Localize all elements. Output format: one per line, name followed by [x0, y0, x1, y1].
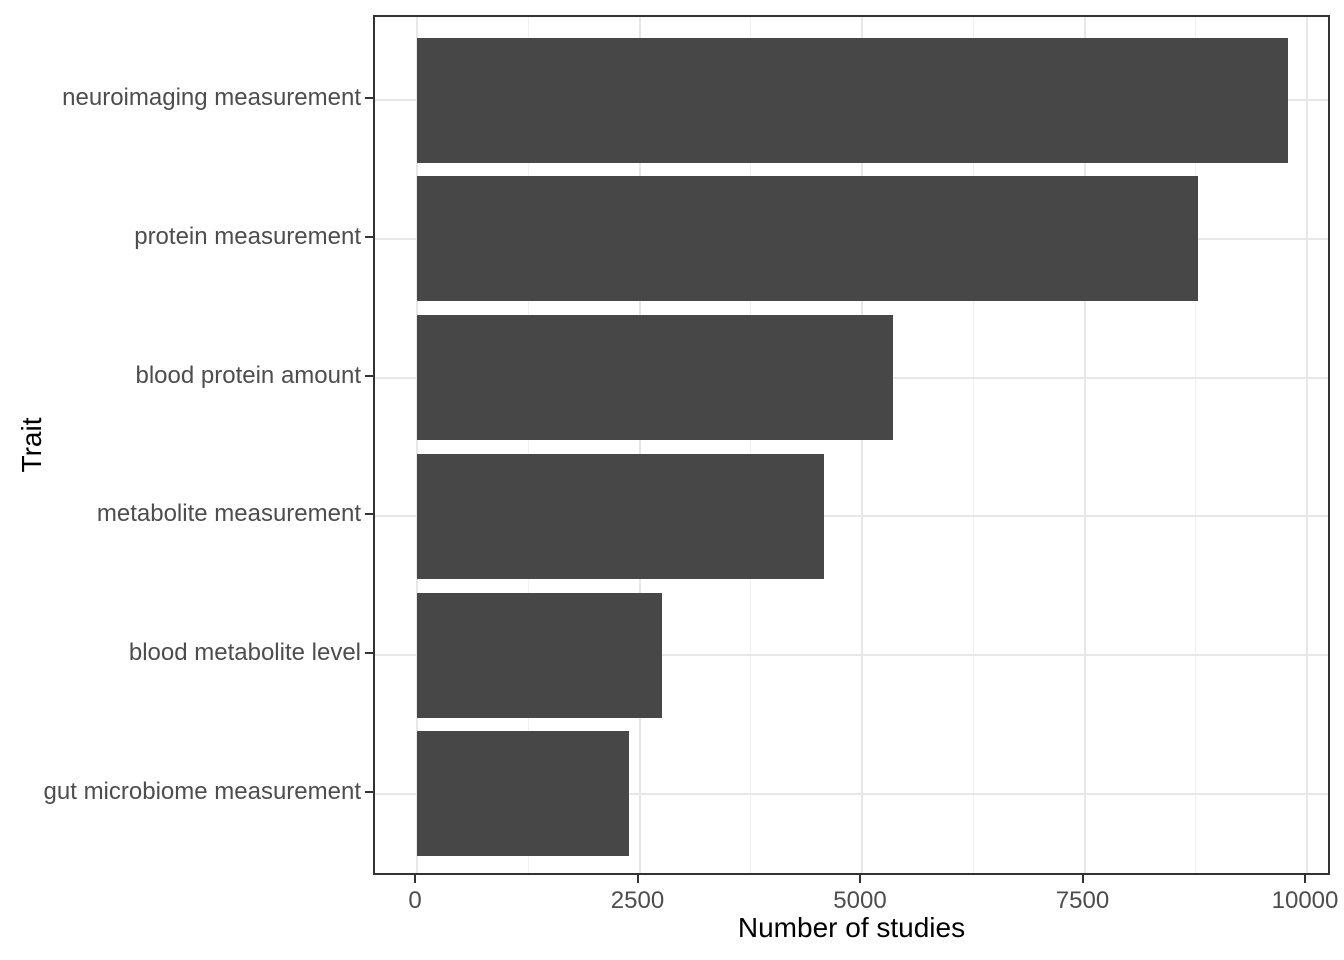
- y-axis-tick: [365, 513, 373, 516]
- y-tick-label: blood metabolite level: [128, 639, 361, 666]
- y-axis-tick: [365, 790, 373, 793]
- x-axis-title: Number of studies: [737, 912, 966, 943]
- y-tick-label: protein measurement: [134, 222, 361, 250]
- grid-line-major: [416, 17, 418, 873]
- y-tick-label: blood protein amount: [135, 361, 362, 389]
- grid-line-major: [375, 792, 1328, 795]
- x-tick-label: 0: [408, 887, 422, 914]
- grid-line-major: [1083, 17, 1086, 873]
- y-axis-tick: [365, 374, 373, 377]
- x-axis-tick: [414, 875, 416, 883]
- x-tick-label: 2500: [610, 887, 665, 914]
- grid-line-major: [375, 515, 1328, 518]
- x-axis-tick: [859, 875, 861, 883]
- bar: [417, 731, 629, 857]
- grid-line-major: [861, 17, 863, 873]
- x-tick-label: 10000: [1271, 887, 1339, 914]
- grid-line-minor: [1195, 17, 1197, 873]
- bar: [417, 176, 1198, 302]
- grid-line-minor: [527, 17, 529, 873]
- bar: [417, 315, 894, 441]
- grid-line-minor: [750, 17, 752, 873]
- x-tick-label: 7500: [1055, 887, 1110, 914]
- y-tick-label: gut microbiome measurement: [43, 777, 361, 805]
- y-axis-title: Trait: [16, 417, 47, 473]
- plot-panel: [373, 15, 1330, 875]
- bar: [417, 37, 1289, 163]
- y-tick-label: neuroimaging measurement: [62, 84, 361, 112]
- grid-line-major: [638, 17, 641, 873]
- x-axis-tick: [1081, 875, 1084, 883]
- x-axis-tick: [1304, 875, 1306, 883]
- x-axis-tick: [636, 875, 639, 883]
- grid-line-minor: [972, 17, 974, 873]
- x-tick-label: 5000: [833, 887, 887, 914]
- y-axis-tick: [365, 97, 373, 100]
- grid-line-major: [1306, 17, 1308, 873]
- y-tick-label: metabolite measurement: [96, 500, 361, 528]
- bar: [417, 592, 662, 718]
- y-axis-tick: [365, 235, 373, 238]
- grid-line-major: [375, 654, 1328, 656]
- bar: [417, 453, 824, 579]
- y-axis-tick: [365, 652, 373, 654]
